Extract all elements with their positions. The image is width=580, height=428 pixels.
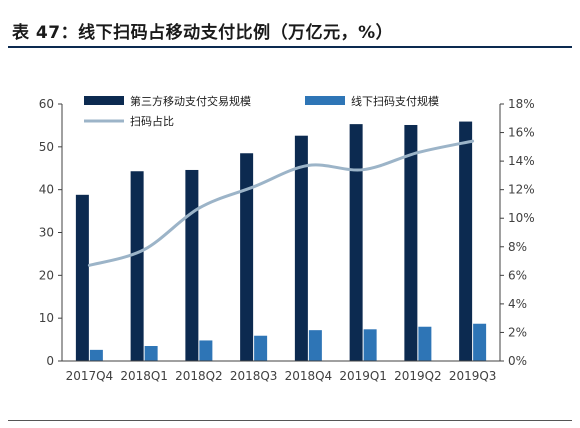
bar-mobile-payment xyxy=(404,124,418,361)
right-axis-tick-label: 12% xyxy=(508,183,535,197)
chart-title: 表 47：线下扫码占移动支付比例（万亿元，%） xyxy=(12,23,394,43)
scan-share-line xyxy=(87,139,475,267)
right-axis-tick-label: 0% xyxy=(508,354,527,368)
left-y-axis: 0 10 20 30 40 50 60 xyxy=(39,97,63,368)
bar-offline-scan xyxy=(254,335,268,361)
chart-title-bar: 表 47：线下扫码占移动支付比例（万亿元，%） xyxy=(8,10,572,46)
right-axis-tick-label: 10% xyxy=(508,211,535,225)
bar-mobile-payment xyxy=(130,171,144,361)
legend-swatch xyxy=(305,96,345,105)
bar-mobile-payment xyxy=(349,124,363,361)
left-axis-tick-label: 0 xyxy=(46,354,54,368)
bar-offline-scan xyxy=(144,346,158,361)
title-divider xyxy=(8,46,572,48)
x-axis: 2017Q4 2018Q1 2018Q2 2018Q3 2018Q4 2019Q1 2019… xyxy=(62,360,500,383)
x-axis-tick-label: 2019Q3 xyxy=(449,369,497,383)
bar-offline-scan xyxy=(363,329,377,361)
legend-label: 扫码占比 xyxy=(130,114,174,128)
legend-swatch xyxy=(84,96,124,105)
x-axis-tick-label: 2018Q3 xyxy=(230,369,278,383)
bar-mobile-payment xyxy=(459,121,473,361)
right-y-axis: 0% 2% 4% 6% 8% 10% 12% 14% 16% 18% xyxy=(499,97,535,368)
bar-offline-scan xyxy=(89,349,103,361)
line-series xyxy=(87,139,475,267)
bar-offline-scan xyxy=(418,326,432,361)
legend-label: 线下扫码支付规模 xyxy=(351,94,439,108)
x-axis-tick-label: 2018Q2 xyxy=(175,369,223,383)
bar-offline-scan xyxy=(473,323,487,361)
left-axis-tick-label: 20 xyxy=(39,268,54,282)
right-axis-tick-label: 8% xyxy=(508,240,527,254)
left-axis-tick-label: 50 xyxy=(39,140,54,154)
right-axis-tick-label: 14% xyxy=(508,154,535,168)
left-axis-tick-label: 30 xyxy=(39,226,54,240)
bar-mobile-payment xyxy=(240,153,254,361)
right-axis-tick-label: 18% xyxy=(508,97,535,111)
right-axis-tick-label: 4% xyxy=(508,297,527,311)
legend-label: 第三方移动支付交易规模 xyxy=(130,94,251,108)
right-axis-tick-label: 16% xyxy=(508,126,535,140)
right-axis-tick-label: 6% xyxy=(508,268,527,282)
x-axis-tick-label: 2019Q1 xyxy=(339,369,387,383)
left-axis-tick-label: 10 xyxy=(39,311,54,325)
x-axis-tick-label: 2018Q4 xyxy=(285,369,333,383)
left-axis-tick-label: 40 xyxy=(39,183,54,197)
right-axis-tick-label: 2% xyxy=(508,325,527,339)
left-axis-tick-label: 60 xyxy=(39,97,54,111)
bar-offline-scan xyxy=(308,330,322,361)
bar-mobile-payment xyxy=(185,169,199,361)
bar-series xyxy=(75,121,487,361)
x-axis-tick-label: 2019Q2 xyxy=(394,369,442,383)
x-axis-tick-label: 2018Q1 xyxy=(120,369,168,383)
footer-divider xyxy=(8,420,572,421)
bar-mobile-payment xyxy=(294,135,308,361)
bar-offline-scan xyxy=(199,340,213,361)
bar-mobile-payment xyxy=(75,194,89,361)
x-axis-tick-label: 2017Q4 xyxy=(66,369,114,383)
